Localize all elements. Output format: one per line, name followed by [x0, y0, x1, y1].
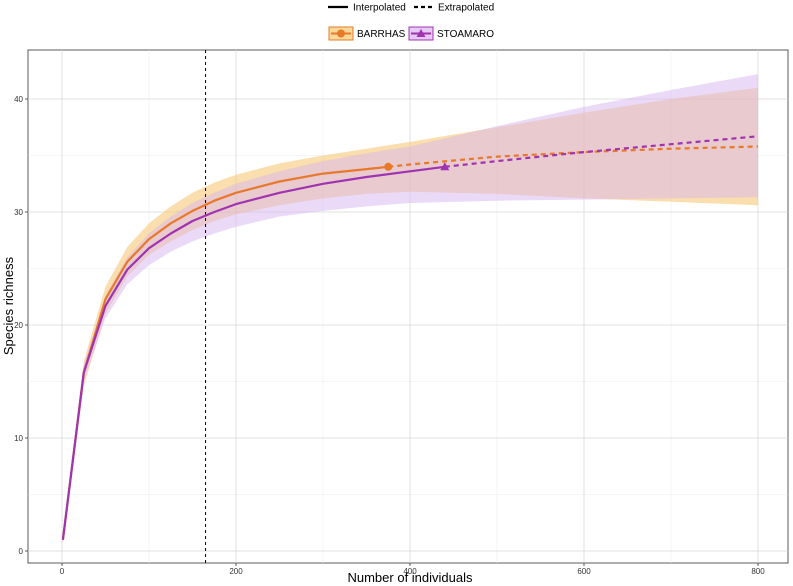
x-tick-label: 600 — [577, 567, 591, 576]
x-tick-label: 200 — [229, 567, 243, 576]
extrapolated-legend-label: Extrapolated — [438, 3, 494, 14]
y-axis-ticks: 0 10 20 30 40 — [14, 95, 28, 556]
stoamaro-legend-marker — [416, 29, 426, 37]
series-lines — [61, 135, 759, 540]
x-axis-ticks: 0 200 400 600 800 — [60, 563, 765, 576]
series-legend: BARRHAS STOAMARO — [328, 26, 494, 41]
y-tick-label: 10 — [14, 434, 23, 443]
line-type-legend: Interpolated Extrapolated — [328, 3, 494, 14]
extrapolated-line-barrhas — [388, 145, 759, 168]
reference-marker-barrhas — [384, 162, 393, 171]
y-axis-title: Species richness — [1, 256, 16, 355]
x-axis-title: Number of individuals — [347, 570, 473, 585]
barrhas-legend-marker — [337, 29, 345, 38]
interpolated-line-stoamaro — [61, 165, 445, 540]
interpolated-line-barrhas — [61, 165, 389, 540]
y-tick-label: 40 — [14, 95, 23, 104]
x-tick-label: 800 — [751, 567, 765, 576]
interpolated-legend-label: Interpolated — [353, 3, 406, 14]
stoamaro-legend-label: STOAMARO — [437, 29, 494, 40]
barrhas-legend-label: BARRHAS — [357, 29, 406, 40]
extrapolated-line-stoamaro — [444, 135, 759, 168]
x-tick-label: 400 — [403, 567, 417, 576]
y-tick-label: 0 — [19, 547, 24, 556]
reference-markers — [384, 162, 450, 171]
y-tick-label: 20 — [14, 321, 23, 330]
x-tick-label: 0 — [60, 567, 65, 576]
y-tick-label: 30 — [14, 208, 23, 217]
reference-marker-stoamaro — [440, 162, 450, 171]
